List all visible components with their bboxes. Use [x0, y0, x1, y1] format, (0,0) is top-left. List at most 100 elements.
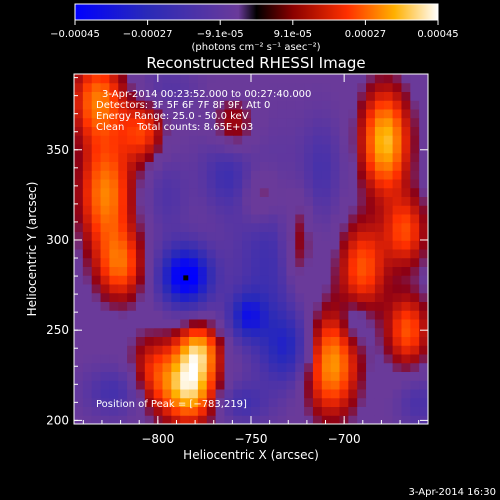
- heatmap-cell: [100, 161, 110, 171]
- heatmap-cell: [197, 292, 208, 302]
- heatmap-cell: [251, 135, 261, 145]
- heatmap-cell: [268, 179, 279, 189]
- heatmap-cell: [144, 135, 155, 145]
- heatmap-cell: [118, 161, 128, 171]
- heatmap-cell: [233, 117, 243, 127]
- heatmap-cell: [374, 249, 385, 259]
- heatmap-cell: [135, 380, 146, 390]
- heatmap-cell: [82, 240, 93, 250]
- heatmap-cell: [135, 301, 146, 311]
- heatmap-cell: [189, 126, 199, 136]
- heatmap-cell: [321, 415, 332, 425]
- heatmap-cell: [91, 249, 102, 259]
- heatmap-cell: [233, 371, 243, 381]
- heatmap-cell: [206, 380, 217, 390]
- colorbar-tick-label: 9.1e-05: [274, 29, 312, 40]
- heatmap-cell: [383, 319, 394, 329]
- heatmap-cell: [259, 362, 270, 372]
- heatmap-cell: [295, 397, 305, 407]
- heatmap-cell: [242, 214, 252, 224]
- heatmap-cell: [224, 117, 234, 127]
- heatmap-cell: [206, 249, 217, 259]
- heatmap-cell: [233, 266, 243, 276]
- heatmap-cell: [330, 74, 340, 84]
- heatmap-cell: [82, 214, 93, 224]
- heatmap-cell: [224, 336, 234, 346]
- y-tick-label: 250: [46, 323, 69, 337]
- heatmap-cell: [251, 397, 261, 407]
- heatmap-cell: [366, 310, 376, 320]
- heatmap-cell: [118, 205, 128, 215]
- heatmap-cell: [374, 179, 385, 189]
- heatmap-cell: [268, 257, 279, 267]
- heatmap-cell: [286, 196, 296, 206]
- heatmap-cell: [357, 371, 367, 381]
- heatmap-cell: [348, 275, 358, 285]
- heatmap-cell: [74, 266, 84, 276]
- heatmap-cell: [321, 380, 332, 390]
- heatmap-cell: [295, 231, 305, 241]
- heatmap-cell: [109, 257, 119, 267]
- heatmap-cell: [357, 380, 367, 390]
- heatmap-cell: [366, 257, 376, 267]
- heatmap-cell: [410, 196, 420, 206]
- heatmap-cell: [357, 319, 367, 329]
- heatmap-cell: [286, 336, 296, 346]
- heatmap-cell: [242, 362, 252, 372]
- heatmap-cell: [242, 196, 252, 206]
- heatmap-cell: [392, 266, 402, 276]
- heatmap-cell: [330, 196, 340, 206]
- heatmap-cell: [295, 109, 305, 119]
- heatmap-cell: [392, 161, 402, 171]
- heatmap-cell: [118, 371, 128, 381]
- heatmap-cell: [410, 214, 420, 224]
- heatmap-cell: [224, 371, 234, 381]
- heatmap-cell: [348, 249, 358, 259]
- heatmap-cell: [339, 275, 349, 285]
- heatmap-cell: [162, 109, 172, 119]
- heatmap-cell: [74, 100, 84, 110]
- heatmap-cell: [304, 345, 314, 355]
- heatmap-cell: [215, 284, 225, 294]
- heatmap-cell: [100, 380, 110, 390]
- heatmap-cell: [357, 310, 367, 320]
- heatmap-cell: [419, 74, 429, 84]
- heatmap-cell: [339, 266, 349, 276]
- heatmap-cell: [100, 354, 110, 364]
- heatmap-cell: [144, 249, 155, 259]
- heatmap-cell: [233, 389, 243, 399]
- heatmap-cell: [180, 371, 190, 381]
- annotation-counts: Clean Total counts: 8.65E+03: [96, 122, 253, 133]
- heatmap-cell: [82, 117, 93, 127]
- heatmap-cell: [251, 406, 261, 416]
- colorbar-tick-label: −9.1e-05: [197, 29, 244, 40]
- heatmap-cell: [135, 231, 146, 241]
- heatmap-cell: [233, 126, 243, 136]
- heatmap-cell: [215, 380, 225, 390]
- heatmap-cell: [366, 187, 376, 197]
- heatmap-cell: [392, 187, 402, 197]
- heatmap-cell: [197, 161, 208, 171]
- heatmap-cell: [259, 371, 270, 381]
- heatmap-cell: [82, 397, 93, 407]
- heatmap-cell: [304, 310, 314, 320]
- heatmap-cell: [286, 406, 296, 416]
- heatmap-cell: [197, 214, 208, 224]
- heatmap-cell: [392, 222, 402, 232]
- heatmap-cell: [153, 406, 163, 416]
- heatmap-cell: [91, 371, 102, 381]
- heatmap-cell: [383, 266, 394, 276]
- heatmap-cell: [215, 292, 225, 302]
- heatmap-cell: [295, 187, 305, 197]
- heatmap-cell: [215, 231, 225, 241]
- heatmap-cell: [259, 336, 270, 346]
- heatmap-cell: [180, 214, 190, 224]
- heatmap-cell: [153, 362, 163, 372]
- heatmap-cell: [383, 362, 394, 372]
- heatmap-cell: [410, 179, 420, 189]
- heatmap-cell: [74, 91, 84, 101]
- heatmap-cell: [392, 275, 402, 285]
- heatmap-cell: [144, 319, 155, 329]
- heatmap-cell: [268, 126, 279, 136]
- heatmap-cell: [233, 82, 243, 92]
